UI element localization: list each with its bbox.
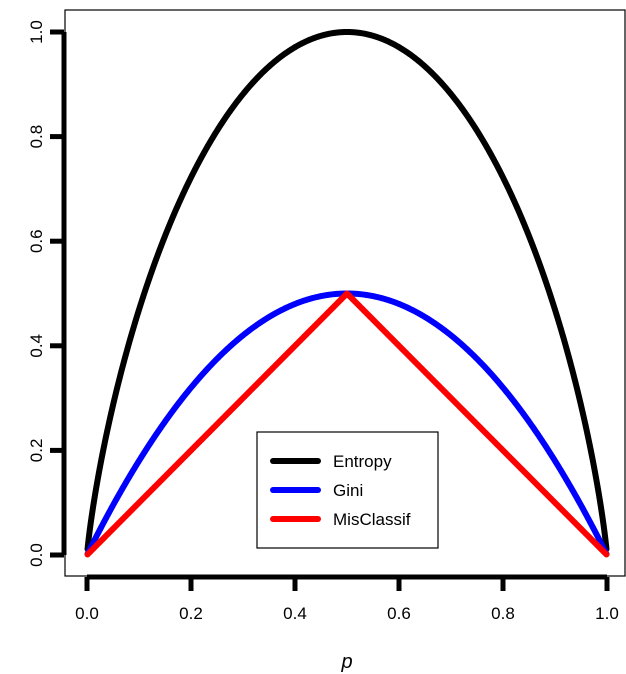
legend-label-entropy: Entropy (333, 452, 392, 471)
y-tick-label: 0.6 (27, 229, 46, 253)
y-tick-label: 1.0 (27, 20, 46, 44)
x-tick-label: 0.2 (179, 604, 203, 623)
legend-label-gini: Gini (333, 481, 363, 500)
x-tick-label: 1.0 (595, 604, 619, 623)
x-axis-title: p (340, 651, 352, 673)
y-axis-ticks: 0.0 0.2 0.4 0.6 0.8 1.0 (27, 20, 64, 567)
x-tick-label: 0.0 (75, 604, 99, 623)
y-tick-label: 0.8 (27, 125, 46, 149)
y-tick-label: 0.4 (27, 334, 46, 358)
y-tick-label: 0.2 (27, 439, 46, 463)
x-axis-ticks: 0.0 0.2 0.4 0.6 0.8 1.0 (75, 577, 619, 623)
x-tick-label: 0.6 (387, 604, 411, 623)
x-tick-label: 0.4 (283, 604, 307, 623)
series-line-misclassif (84, 290, 610, 558)
series-line-entropy (84, 29, 610, 553)
legend-label-misclassif: MisClassif (333, 510, 411, 529)
y-tick-label: 0.0 (27, 543, 46, 567)
series-layer (84, 29, 610, 558)
legend: Entropy Gini MisClassif (256, 431, 439, 549)
x-tick-label: 0.8 (491, 604, 515, 623)
